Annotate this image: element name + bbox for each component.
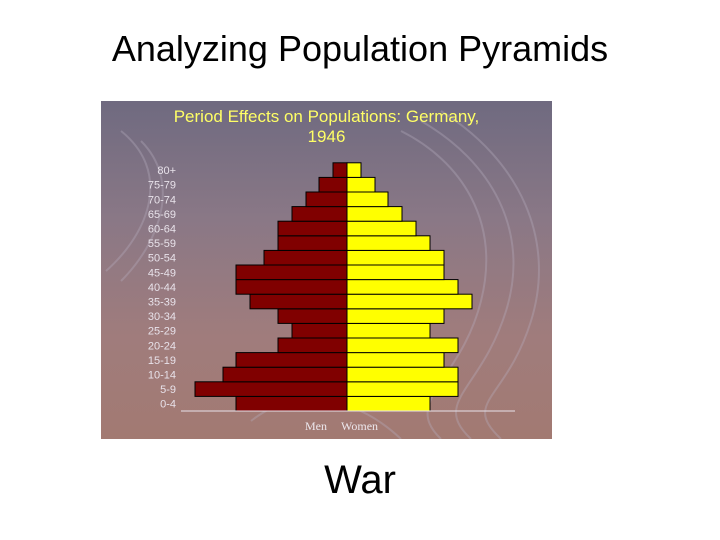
bar-women-50-54 [346, 249, 445, 266]
tick-label-20-24: 20-24 [148, 340, 176, 352]
tick-label-45-49: 45-49 [148, 267, 176, 279]
bar-men-55-59 [277, 235, 348, 251]
bar-women-45-49 [346, 264, 445, 281]
tick-label-65-69: 65-69 [148, 209, 176, 221]
bar-women-35-39 [346, 293, 473, 310]
tick-label-25-29: 25-29 [148, 326, 176, 338]
tick-label-55-59: 55-59 [148, 238, 176, 250]
bar-men-25-29 [291, 322, 348, 339]
bar-women-55-59 [346, 235, 431, 251]
tick-label-0-4: 0-4 [160, 399, 176, 411]
tick-label-15-19: 15-19 [148, 355, 176, 367]
tick-label-35-39: 35-39 [148, 297, 176, 309]
bar-women-70-74 [346, 191, 389, 208]
tick-label-75-79: 75-79 [148, 180, 176, 192]
bar-women-40-44 [346, 279, 459, 295]
bar-women-0-4 [346, 395, 431, 412]
slide-title: Analyzing Population Pyramids [111, 28, 609, 69]
bar-men-30-34 [277, 308, 348, 324]
tick-label-60-64: 60-64 [148, 224, 176, 236]
bar-men-20-24 [277, 337, 348, 354]
bar-men-50-54 [263, 249, 348, 266]
bar-women-10-14 [346, 366, 459, 383]
bar-men-10-14 [222, 366, 348, 383]
bar-women-25-29 [346, 322, 431, 339]
bar-men-40-44 [235, 279, 348, 295]
bar-men-15-19 [235, 352, 348, 368]
bar-men-35-39 [249, 293, 348, 310]
slide-caption: War [324, 458, 396, 502]
bar-women-75-79 [346, 176, 376, 193]
chart-title: Period Effects on Populations: Germany, … [101, 107, 552, 147]
bar-men-45-49 [235, 264, 348, 281]
chart-title-line-2: 1946 [307, 127, 346, 146]
legend-women: Women [341, 419, 379, 433]
bar-women-20-24 [346, 337, 459, 354]
bar-men-0-4 [235, 395, 348, 412]
bar-women-15-19 [346, 352, 445, 368]
chart-panel: Period Effects on Populations: Germany, … [101, 101, 552, 439]
bar-men-80+ [332, 162, 348, 178]
bar-women-60-64 [346, 220, 417, 237]
bar-men-75-79 [318, 176, 348, 193]
tick-label-40-44: 40-44 [148, 282, 176, 294]
tick-label-70-74: 70-74 [148, 194, 176, 206]
bar-women-80+ [346, 162, 362, 178]
bar-women-65-69 [346, 206, 403, 222]
tick-label-80+: 80+ [157, 165, 176, 177]
bar-men-65-69 [291, 206, 348, 222]
population-pyramid: 0-4 5-9 10-14 15-19 20-24 25-29 30-34 35-39 40-4… [148, 162, 515, 412]
legend-men: Men [305, 419, 327, 433]
tick-label-5-9: 5-9 [160, 384, 176, 396]
chart-title-line-1: Period Effects on Populations: Germany, [173, 107, 480, 126]
bar-men-5-9 [194, 381, 348, 397]
bar-men-60-64 [277, 220, 348, 237]
tick-label-30-34: 30-34 [148, 311, 176, 323]
bar-women-5-9 [346, 381, 459, 397]
bar-women-30-34 [346, 308, 445, 324]
tick-label-50-54: 50-54 [148, 253, 176, 265]
bar-men-70-74 [305, 191, 348, 208]
tick-label-10-14: 10-14 [148, 370, 176, 382]
